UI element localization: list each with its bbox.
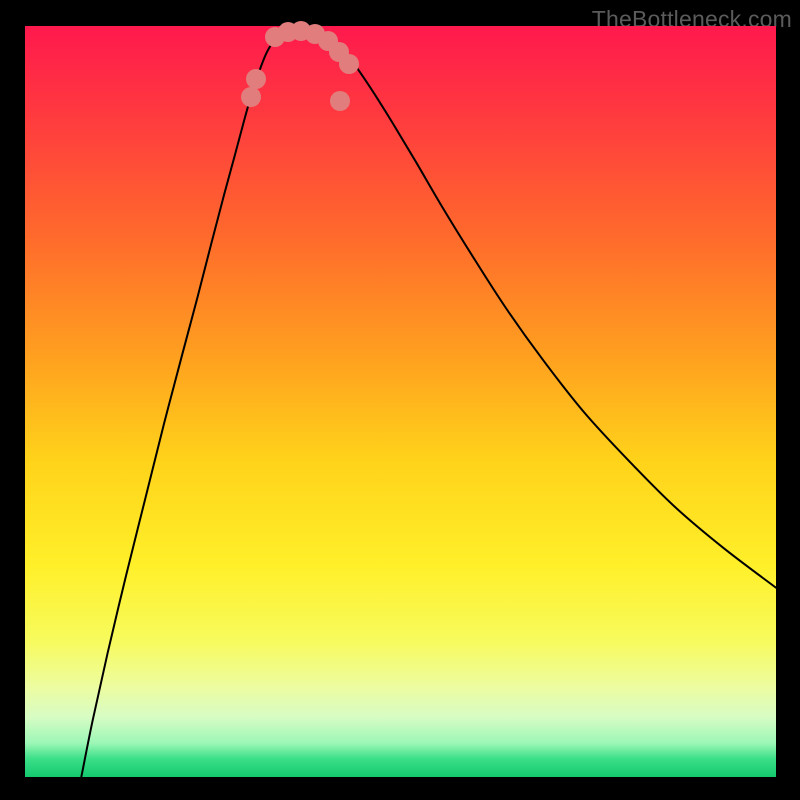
plot-area [25, 26, 776, 777]
chart-root: TheBottleneck.com [0, 0, 800, 800]
plot-background-gradient [25, 26, 776, 777]
